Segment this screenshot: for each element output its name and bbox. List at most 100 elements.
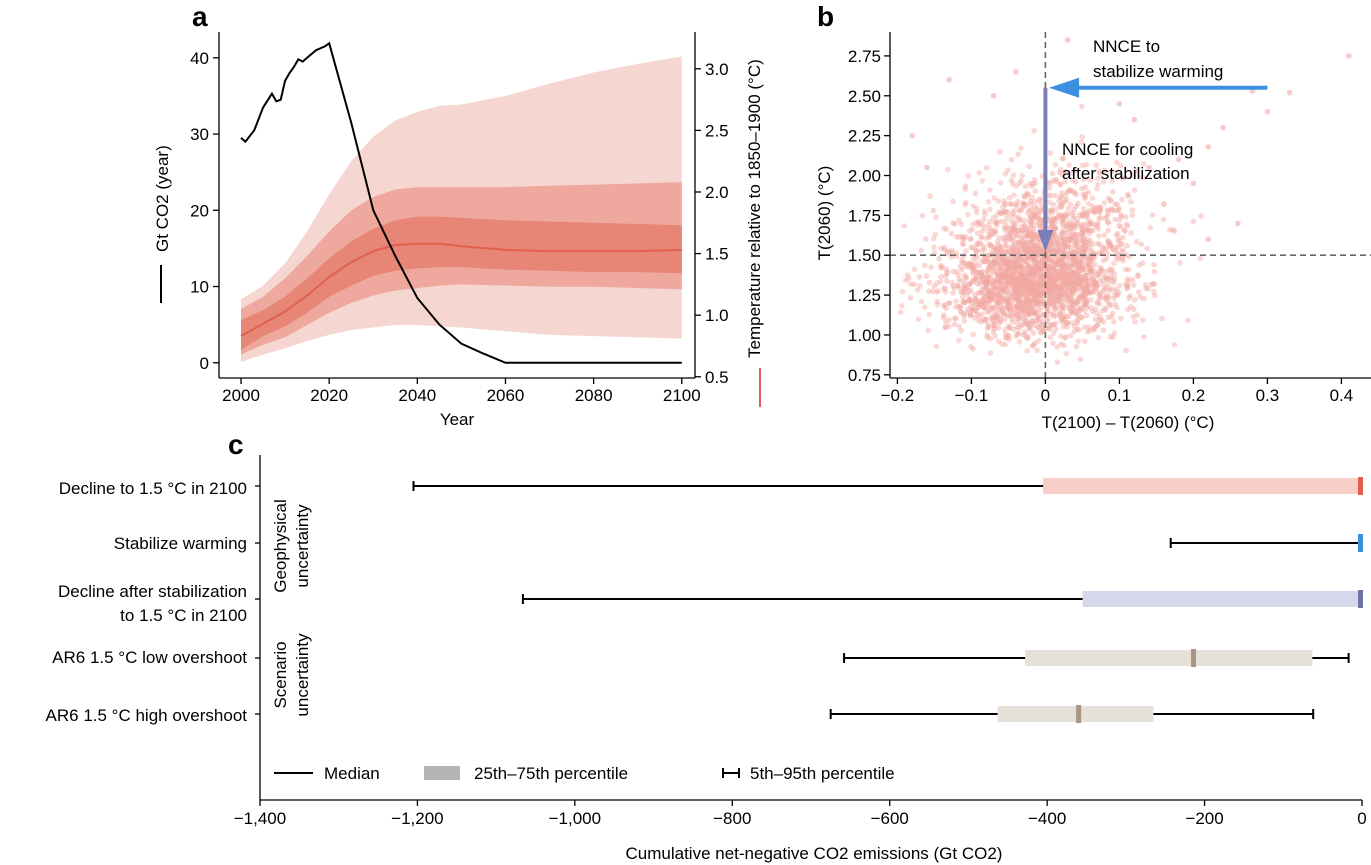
scatter-point [976, 301, 983, 308]
scatter-point [990, 329, 997, 335]
scatter-point [985, 280, 991, 287]
scatter-point [1034, 291, 1041, 298]
scatter-point [961, 299, 968, 305]
scatter-point [1052, 270, 1058, 277]
scatter-point [1017, 269, 1024, 276]
legend-range-swatch [722, 768, 740, 778]
scatter-point [999, 210, 1005, 217]
scatter-point [1034, 263, 1041, 270]
scatter-point [1123, 266, 1129, 273]
scatter-point [1024, 274, 1031, 281]
scatter-point [1129, 207, 1136, 213]
scatter-point [1077, 260, 1084, 266]
scatter-point [1082, 338, 1088, 345]
scatter-point [1048, 283, 1054, 290]
scatter-point [984, 256, 991, 263]
scatter-point [1112, 248, 1119, 255]
scatter-point [1097, 292, 1104, 298]
scatter-point [1011, 326, 1017, 333]
scatter-point [1067, 274, 1074, 280]
iqr-bar [997, 706, 1154, 722]
panel-b-ytick-label: 0.75 [848, 366, 881, 385]
scatter-point [1008, 229, 1014, 236]
scatter-point [1003, 334, 1010, 341]
scatter-point [1110, 277, 1117, 284]
scatter-point [1065, 269, 1071, 275]
scatter-point [1090, 241, 1096, 247]
scatter-point [1000, 289, 1007, 296]
scatter-point [1071, 277, 1078, 283]
scatter-point [932, 231, 939, 238]
panel-a-axes: 2000 2020 2040 2060 2080 21000102030400.51.01… [190, 32, 729, 405]
scatter-point [1046, 273, 1053, 280]
scatter-point [1015, 292, 1021, 299]
scatter-point [1036, 283, 1043, 290]
scatter-point [966, 289, 973, 295]
row-label-ar6-high: AR6 1.5 °C high overshoot [46, 706, 248, 725]
scatter-point [987, 242, 993, 249]
scatter-point [1002, 298, 1008, 305]
scatter-point [975, 230, 981, 237]
iqr-bar [1025, 650, 1313, 666]
scatter-point [1059, 172, 1066, 178]
scatter-point [1144, 245, 1150, 252]
scatter-point [998, 274, 1005, 281]
scatter-point [1035, 208, 1041, 215]
scatter-point [1081, 229, 1087, 236]
scatter-point [1105, 238, 1111, 244]
scatter-point [1009, 264, 1016, 271]
scatter-point [1039, 269, 1045, 275]
scatter-point [1049, 291, 1056, 298]
scatter-point [983, 280, 989, 287]
scatter-point [1038, 207, 1044, 213]
scatter-point [1002, 267, 1009, 273]
scatter-point [950, 268, 957, 275]
scatter-point [1067, 201, 1074, 207]
scatter-point [1089, 308, 1096, 315]
scatter-point [997, 264, 1004, 270]
scatter-point [905, 275, 912, 282]
scatter-point [1070, 282, 1077, 288]
scatter-point [1005, 274, 1012, 281]
scatter-point [1021, 274, 1027, 281]
scatter-point [1075, 295, 1082, 301]
scatter-point [1050, 265, 1057, 271]
scatter-point [992, 258, 999, 264]
scatter-point [981, 258, 987, 265]
scatter-point [1026, 281, 1032, 288]
scatter-point [1071, 323, 1078, 329]
scatter-point [1019, 227, 1026, 233]
scatter-point [1013, 183, 1019, 189]
scatter-point [1077, 278, 1083, 285]
scatter-point [983, 299, 990, 306]
scatter-point [1023, 281, 1029, 287]
panel-a-lines [240, 41, 682, 364]
scatter-point [1106, 276, 1113, 282]
scatter-point [1026, 267, 1033, 274]
scatter-point [1084, 278, 1091, 284]
scatter-point [1017, 282, 1023, 288]
scatter-point [991, 244, 998, 251]
scatter-point [1063, 281, 1069, 287]
scatter-point [1005, 306, 1011, 312]
scatter-point [1077, 259, 1083, 266]
scatter-point [1029, 308, 1036, 314]
scatter-point [1129, 212, 1136, 219]
scatter-point [1086, 327, 1093, 334]
scatter-point [1064, 262, 1071, 269]
scatter-point [1030, 180, 1036, 187]
scatter-point [1070, 309, 1076, 315]
median-marker [1358, 477, 1363, 495]
scatter-point [1055, 272, 1062, 278]
panel-a-xtick-label: 2080 [575, 386, 613, 405]
scatter-point [1102, 307, 1109, 313]
scatter-point [1122, 228, 1128, 234]
scatter-point [1067, 274, 1073, 280]
scatter-point [969, 306, 975, 313]
scatter-point [1054, 249, 1060, 256]
scatter-point [1082, 265, 1088, 272]
scatter-point [1059, 271, 1066, 278]
scatter-point [1026, 303, 1032, 310]
scatter-point [1031, 296, 1038, 303]
scatter-point [1018, 206, 1025, 213]
